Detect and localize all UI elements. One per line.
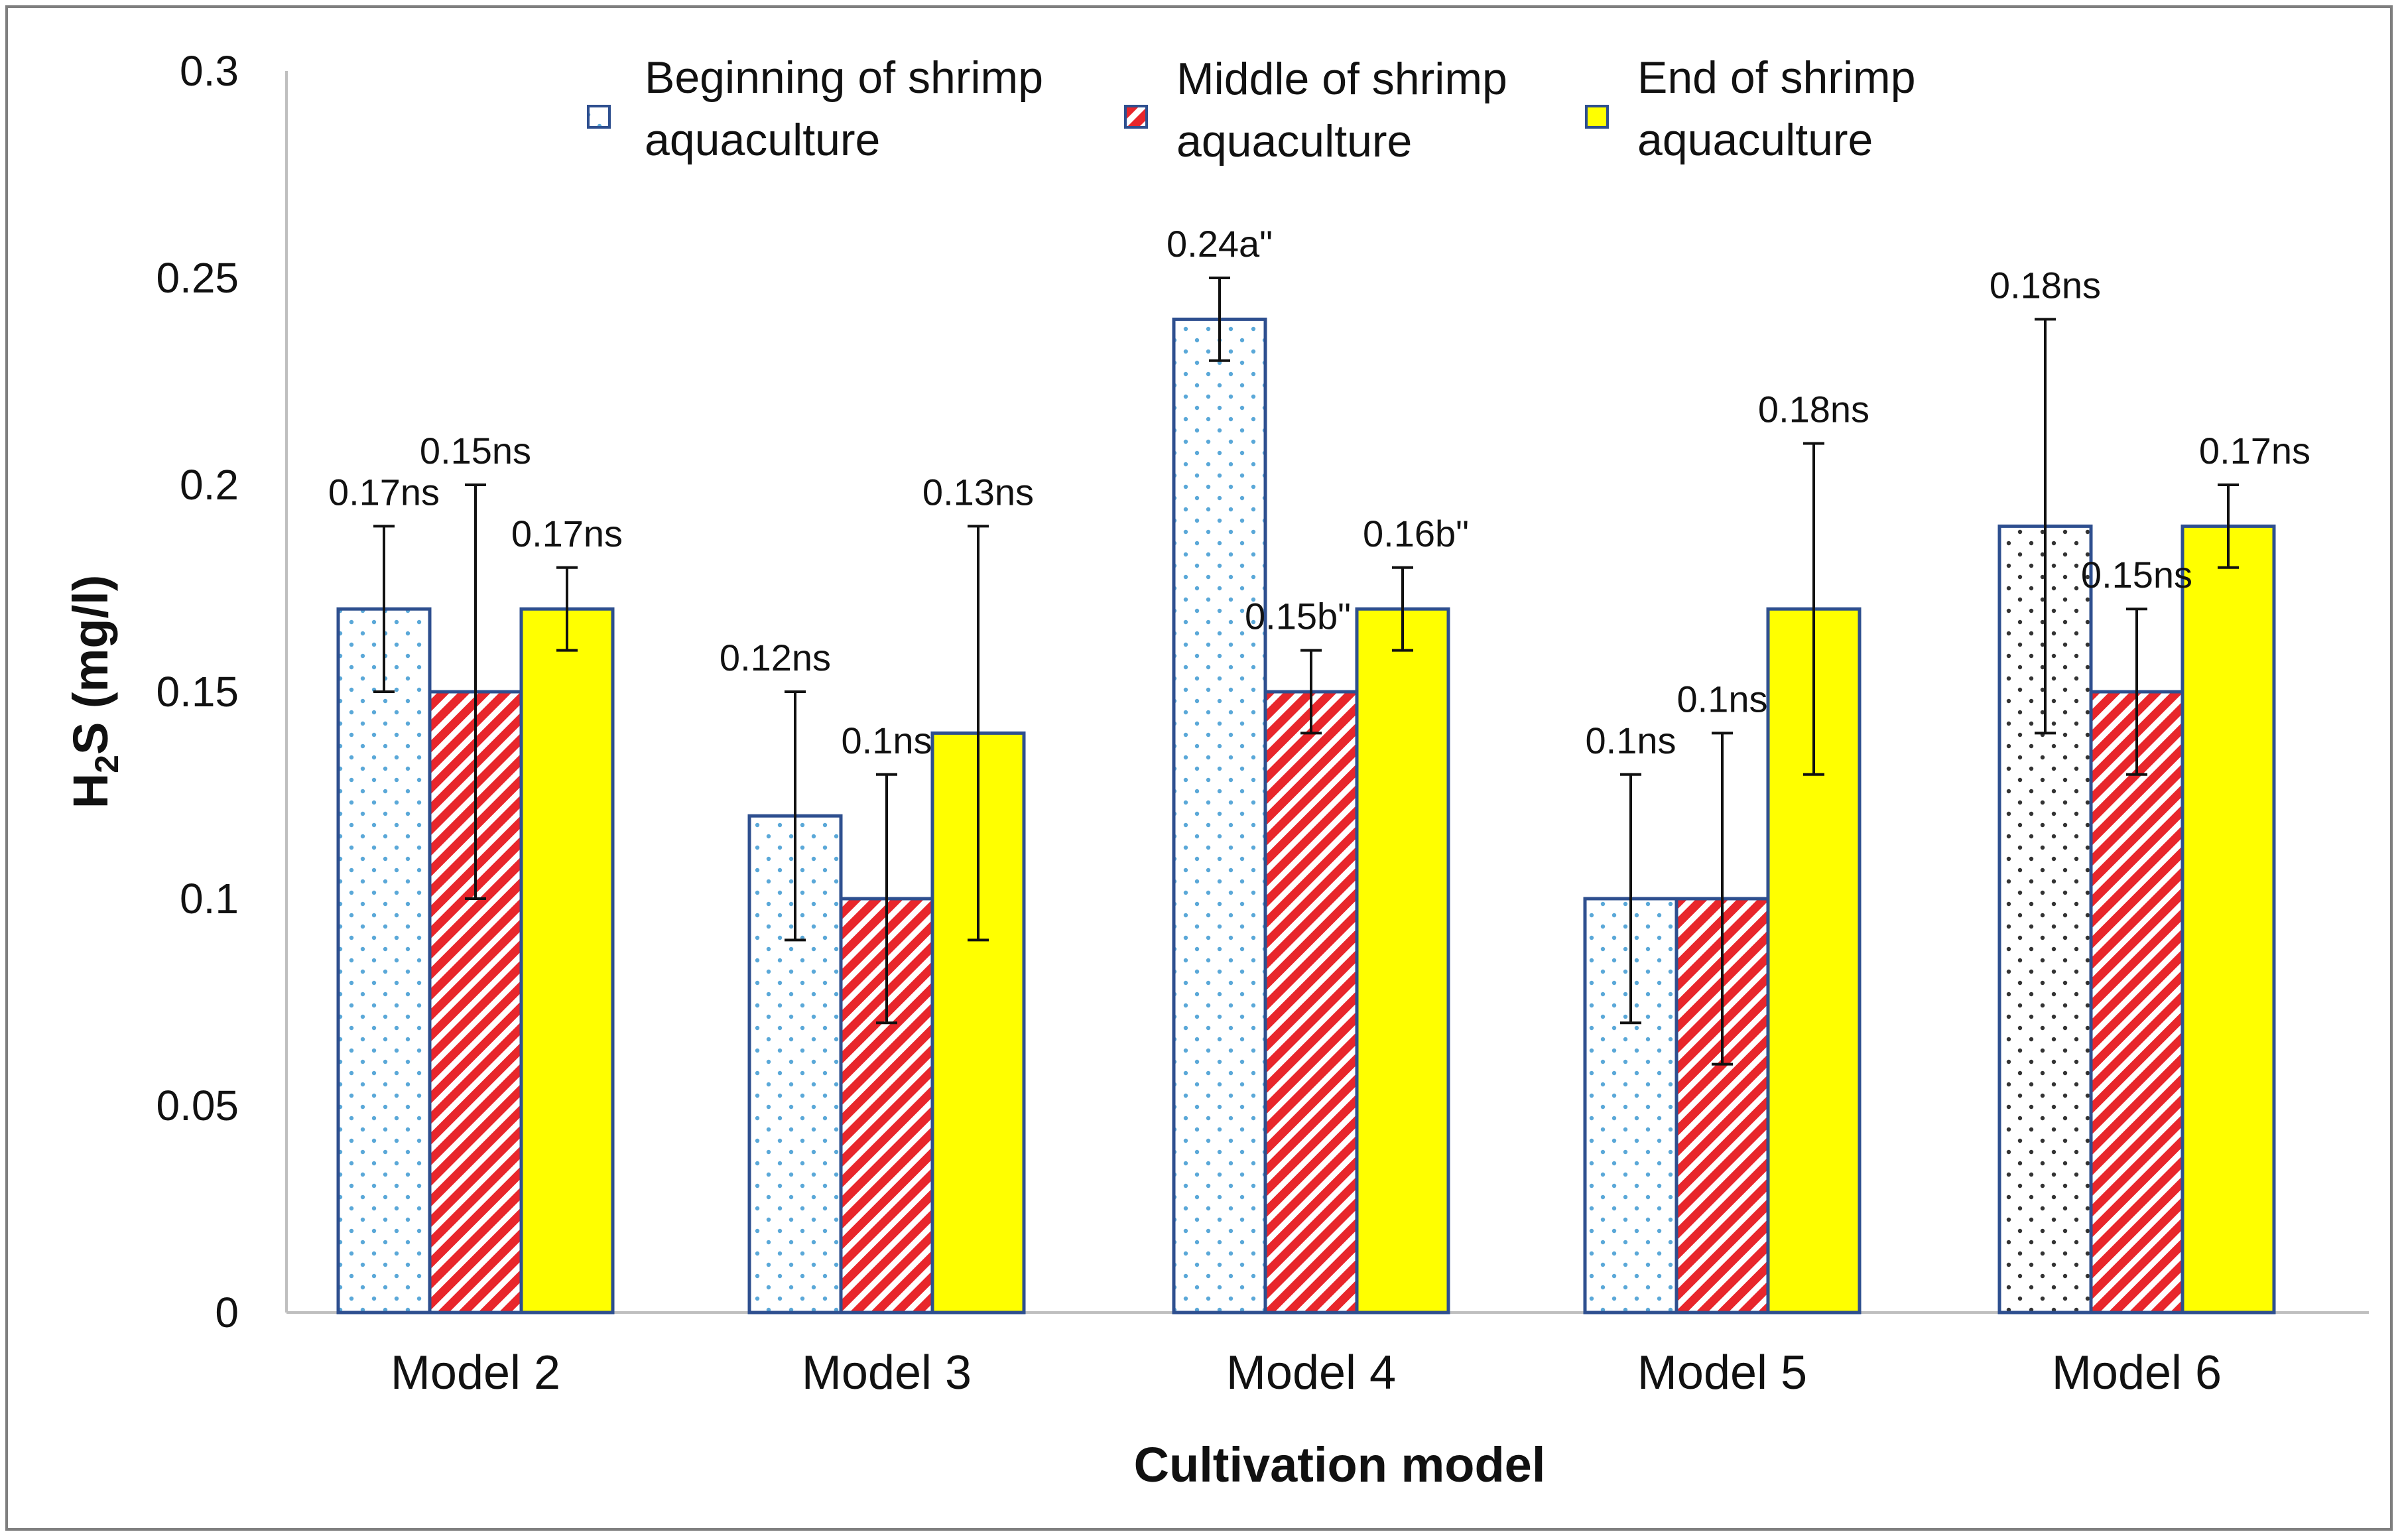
y-tick-label: 0.25 [156, 254, 239, 302]
y-axis-title-subscript: 2 [88, 755, 125, 773]
y-axis-title: H2S (mg/l) [63, 575, 125, 809]
data-label: 0.13ns [922, 471, 1034, 513]
legend-swatch-beginning [587, 105, 611, 129]
legend-swatch-end [1585, 105, 1609, 129]
y-tick-label: 0.1 [180, 875, 239, 923]
data-label: 0.15ns [2081, 554, 2192, 596]
legend-label-middle-line1: Middle of shrimp [1176, 54, 1507, 104]
bar-beginning-model-4 [1172, 317, 1267, 1315]
legend-swatch-middle [1124, 105, 1148, 129]
y-tick-label: 0 [215, 1289, 239, 1336]
y-axis-title-suffix: S (mg/l) [63, 575, 118, 755]
legend: Beginning of shrimp aquaculture Middle o… [587, 52, 1916, 166]
legend-label-end-line1: End of shrimp [1637, 52, 1916, 103]
data-label: 0.15b" [1245, 596, 1351, 637]
data-label: 0.17ns [2199, 430, 2310, 472]
data-label: 0.18ns [1758, 389, 1869, 430]
bar-beginning-model-2 [336, 607, 432, 1315]
data-label: 0.1ns [1586, 720, 1676, 761]
category-label: Model 4 [1226, 1346, 1396, 1399]
error-bars [373, 277, 2239, 1066]
data-label: 0.18ns [1990, 264, 2101, 306]
bar-end-model-2 [519, 607, 615, 1315]
legend-label-beginning-line2: aquaculture [645, 115, 880, 165]
data-label: 0.1ns [842, 720, 932, 761]
category-label: Model 5 [1637, 1346, 1807, 1399]
data-label: 0.17ns [328, 471, 440, 513]
category-labels: Model 2 Model 3 Model 4 Model 5 Model 6 [391, 1346, 2222, 1399]
category-label: Model 3 [802, 1346, 972, 1399]
legend-label-beginning-line1: Beginning of shrimp [645, 52, 1043, 103]
x-axis-title: Cultivation model [1134, 1437, 1546, 1492]
y-tick-label: 0.05 [156, 1082, 239, 1129]
data-label: 0.12ns [720, 637, 831, 678]
y-tick-labels: 0 0.05 0.1 0.15 0.2 0.25 0.3 [156, 47, 239, 1336]
chart-frame: 0 0.05 0.1 0.15 0.2 0.25 0.3 0.17ns 0.15ns 0.17n… [5, 5, 2393, 1531]
category-label: Model 2 [391, 1346, 560, 1399]
bar-middle-model-6 [2089, 690, 2184, 1315]
category-label: Model 6 [2052, 1346, 2222, 1399]
y-tick-label: 0.3 [180, 47, 239, 95]
data-label: 0.17ns [511, 513, 623, 554]
y-axis-title-prefix: H [63, 773, 118, 808]
data-labels: 0.17ns0.15ns0.17ns0.12ns0.1ns0.13ns0.24a… [328, 223, 2310, 761]
bar-end-model-6 [2181, 524, 2276, 1315]
data-label: 0.15ns [420, 430, 531, 472]
legend-label-end-line2: aquaculture [1637, 115, 1873, 165]
data-label: 0.24a" [1167, 223, 1273, 265]
y-tick-label: 0.2 [180, 461, 239, 509]
legend-item-beginning: Beginning of shrimp aquaculture [587, 52, 1043, 165]
data-label: 0.1ns [1677, 678, 1768, 720]
legend-label-middle-line2: aquaculture [1176, 116, 1412, 166]
legend-item-end: End of shrimp aquaculture [1585, 52, 1916, 165]
legend-item-middle: Middle of shrimp aquaculture [1124, 54, 1507, 166]
bar-end-model-4 [1355, 607, 1450, 1315]
bar-chart: 00.050.10.150.20.250.3 0.17ns0.15ns0.17n… [63, 47, 2369, 1492]
bars [336, 317, 2276, 1315]
y-tick-label: 0.15 [156, 668, 239, 716]
data-label: 0.16b" [1363, 513, 1469, 554]
bar-middle-model-4 [1263, 690, 1359, 1315]
